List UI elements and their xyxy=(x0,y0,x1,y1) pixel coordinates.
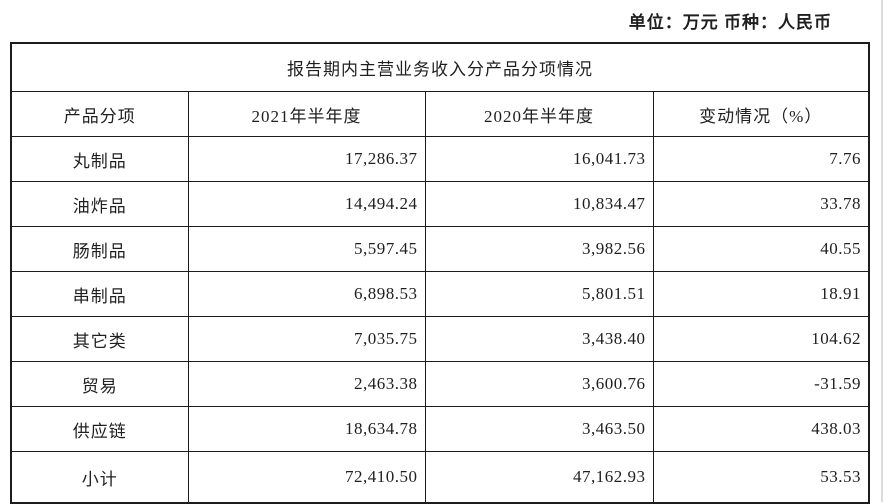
value-2021-cell: 7,035.75 xyxy=(187,316,426,362)
value-2020-cell: 3,600.76 xyxy=(424,361,654,407)
column-header-product: 产品分项 xyxy=(10,91,189,137)
change-percent-cell: 18.91 xyxy=(652,271,870,317)
product-name-cell: 小计 xyxy=(10,451,189,504)
product-name-cell: 供应链 xyxy=(10,406,189,452)
product-name-cell: 其它类 xyxy=(10,316,189,362)
change-percent-cell: 438.03 xyxy=(652,406,870,452)
table-row: 肠制品 5,597.45 3,982.56 40.55 xyxy=(10,226,870,272)
table-row: 串制品 6,898.53 5,801.51 18.91 xyxy=(10,271,870,317)
unit-currency-label: 单位：万元 币种：人民币 xyxy=(628,13,832,32)
column-header-change-percent: 变动情况（%） xyxy=(652,91,870,137)
product-name-cell: 串制品 xyxy=(10,271,189,317)
value-2020-cell: 3,982.56 xyxy=(424,226,654,272)
table-header-row: 产品分项 2021年半年度 2020年半年度 变动情况（%） xyxy=(10,91,870,137)
table-row: 油炸品 14,494.24 10,834.47 33.78 xyxy=(10,181,870,227)
value-2021-cell: 18,634.78 xyxy=(187,406,426,452)
value-2020-cell: 10,834.47 xyxy=(424,181,654,227)
value-2021-cell: 72,410.50 xyxy=(187,451,426,504)
table-title-row: 报告期内主营业务收入分产品分项情况 xyxy=(10,42,870,92)
value-2020-cell: 3,463.50 xyxy=(424,406,654,452)
value-2020-cell: 5,801.51 xyxy=(424,271,654,317)
change-percent-cell: 104.62 xyxy=(652,316,870,362)
product-name-cell: 肠制品 xyxy=(10,226,189,272)
table-title: 报告期内主营业务收入分产品分项情况 xyxy=(10,42,870,92)
product-name-cell: 丸制品 xyxy=(10,136,189,182)
change-percent-cell: -31.59 xyxy=(652,361,870,407)
value-2021-cell: 2,463.38 xyxy=(187,361,426,407)
change-percent-cell: 33.78 xyxy=(652,181,870,227)
change-percent-cell: 53.53 xyxy=(652,451,870,504)
page-edge-line xyxy=(881,0,883,502)
table-row: 丸制品 17,286.37 16,041.73 7.76 xyxy=(10,136,870,182)
value-2021-cell: 14,494.24 xyxy=(187,181,426,227)
table-row: 贸易 2,463.38 3,600.76 -31.59 xyxy=(10,361,870,407)
table-row: 其它类 7,035.75 3,438.40 104.62 xyxy=(10,316,870,362)
value-2020-cell: 3,438.40 xyxy=(424,316,654,362)
value-2020-cell: 16,041.73 xyxy=(424,136,654,182)
revenue-by-product-table: 报告期内主营业务收入分产品分项情况 产品分项 2021年半年度 2020年半年度… xyxy=(10,42,870,504)
value-2020-cell: 47,162.93 xyxy=(424,451,654,504)
change-percent-cell: 7.76 xyxy=(652,136,870,182)
change-percent-cell: 40.55 xyxy=(652,226,870,272)
column-header-2020-half-year: 2020年半年度 xyxy=(424,91,654,137)
value-2021-cell: 6,898.53 xyxy=(187,271,426,317)
product-name-cell: 油炸品 xyxy=(10,181,189,227)
table-row: 供应链 18,634.78 3,463.50 438.03 xyxy=(10,406,870,452)
product-name-cell: 贸易 xyxy=(10,361,189,407)
value-2021-cell: 17,286.37 xyxy=(187,136,426,182)
value-2021-cell: 5,597.45 xyxy=(187,226,426,272)
table-row-subtotal: 小计 72,410.50 47,162.93 53.53 xyxy=(10,451,870,504)
column-header-2021-half-year: 2021年半年度 xyxy=(187,91,426,137)
